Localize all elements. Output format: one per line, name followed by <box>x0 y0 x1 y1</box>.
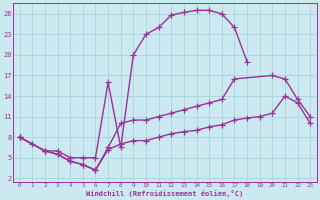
X-axis label: Windchill (Refroidissement éolien,°C): Windchill (Refroidissement éolien,°C) <box>86 190 244 197</box>
